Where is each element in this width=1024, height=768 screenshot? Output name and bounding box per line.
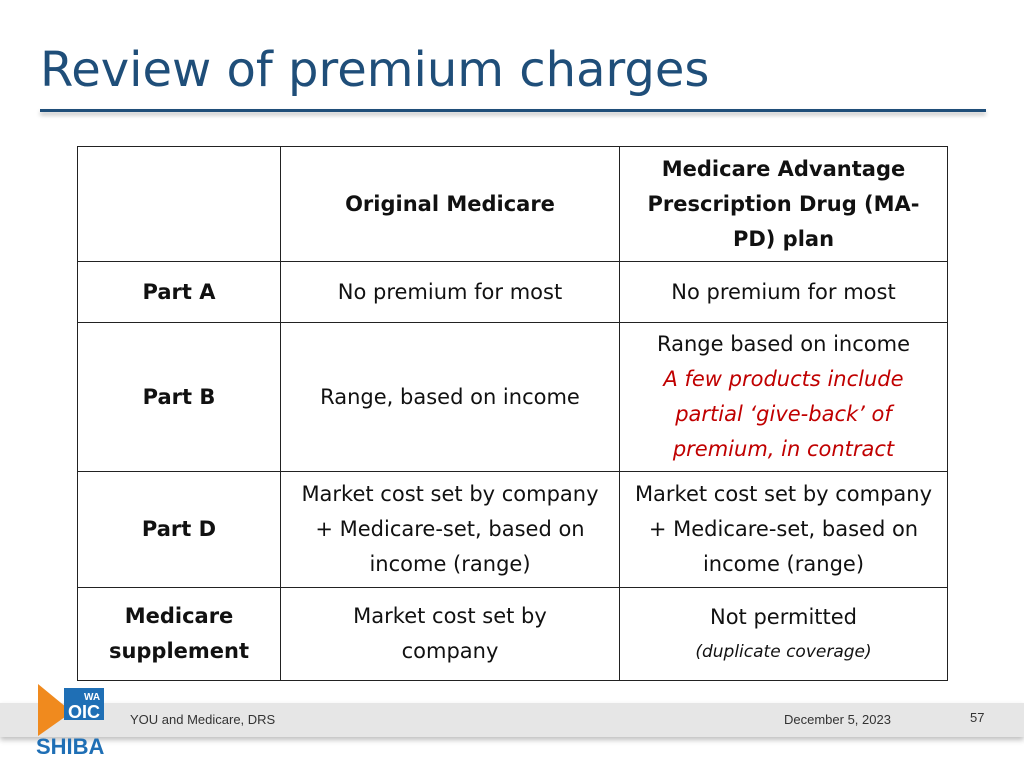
table-row: Medicare supplement Market cost set by c…	[77, 587, 948, 681]
logo-office-text: OIC	[68, 702, 100, 722]
cell-part-d-original: Market cost set by company + Medicare-se…	[280, 471, 620, 588]
row-label-medicare-supplement: Medicare supplement	[77, 587, 281, 681]
part-b-mapd-text: Range based on income	[656, 332, 911, 356]
logo-state-text: WA	[84, 692, 100, 703]
cell-supplement-mapd: Not permitted (duplicate coverage)	[619, 587, 948, 681]
cell-part-d-mapd: Market cost set by company + Medicare-se…	[619, 471, 948, 588]
slide-number: 57	[970, 710, 985, 725]
cell-part-a-mapd: No premium for most	[619, 261, 948, 323]
row-label-part-b: Part B	[77, 322, 281, 472]
table-row: Part A No premium for most No premium fo…	[77, 261, 948, 323]
header-cell-empty	[77, 146, 281, 262]
logo-program-text: SHIBA	[36, 734, 105, 759]
footer-bar	[0, 703, 1024, 737]
row-label-part-d: Part D	[77, 471, 281, 588]
supplement-duplicate-note: (duplicate coverage)	[695, 641, 872, 662]
cell-supplement-original: Market cost set by company	[280, 587, 620, 681]
premium-table: Original Medicare Medicare Advantage Pre…	[77, 146, 948, 681]
part-b-giveback-note: A few products include partial ‘give-bac…	[663, 367, 904, 461]
title-divider	[40, 109, 986, 112]
table-header-row: Original Medicare Medicare Advantage Pre…	[77, 146, 948, 262]
cell-part-b-original: Range, based on income	[280, 322, 620, 472]
table-row: Part D Market cost set by company + Medi…	[77, 471, 948, 588]
header-original-medicare: Original Medicare	[280, 146, 620, 262]
footer-date: December 5, 2023	[784, 712, 891, 727]
slide-title: Review of premium charges	[40, 42, 710, 98]
supplement-mapd-text: Not permitted	[710, 604, 857, 629]
shiba-logo: WA OIC SHIBA	[36, 684, 105, 759]
cell-part-b-mapd: Range based on income A few products inc…	[619, 322, 948, 472]
footer-presentation-title: YOU and Medicare, DRS	[130, 712, 276, 727]
header-mapd-plan: Medicare Advantage Prescription Drug (MA…	[619, 146, 948, 262]
row-label-part-a: Part A	[77, 261, 281, 323]
table-row: Part B Range, based on income Range base…	[77, 322, 948, 472]
cell-part-a-original: No premium for most	[280, 261, 620, 323]
